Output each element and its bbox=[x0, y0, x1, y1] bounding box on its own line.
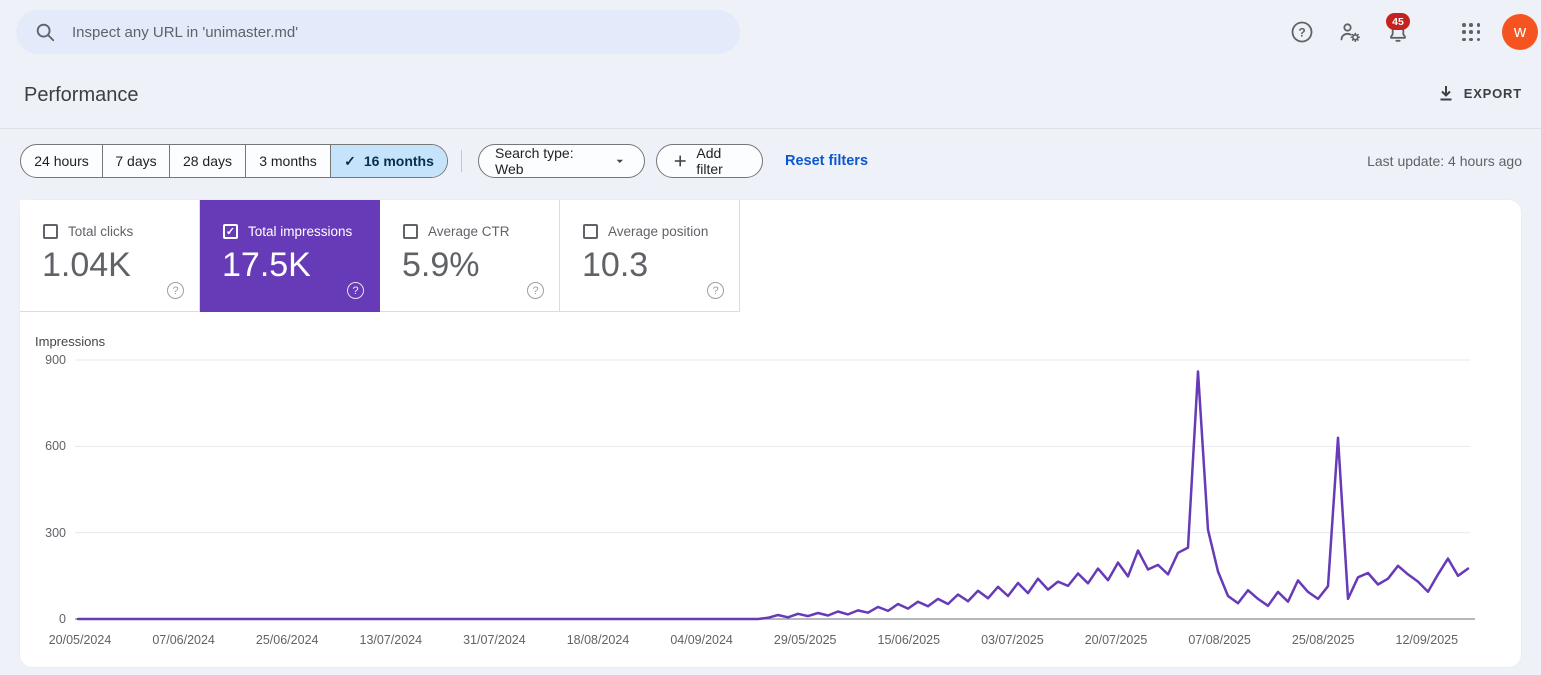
help-circle-icon[interactable]: ? bbox=[707, 282, 724, 299]
y-tick-label: 600 bbox=[45, 439, 66, 454]
metric-cards: Total clicks 1.04K ? ✓ Total impressions… bbox=[20, 200, 740, 312]
x-tick-label: 31/07/2024 bbox=[463, 633, 526, 647]
impressions-series-line[interactable] bbox=[76, 370, 1470, 621]
range-option-24-hours[interactable]: 24 hours bbox=[21, 145, 102, 177]
x-tick-label: 13/07/2024 bbox=[359, 633, 423, 647]
range-option-28-days[interactable]: 28 days bbox=[169, 145, 245, 177]
y-tick-label: 900 bbox=[45, 353, 66, 367]
chevron-down-icon bbox=[616, 159, 624, 163]
metric-value: 17.5K bbox=[222, 246, 311, 284]
average-position-checkbox[interactable] bbox=[583, 224, 598, 239]
range-option-3-months[interactable]: 3 months bbox=[245, 145, 330, 177]
metric-card-total-impressions[interactable]: ✓ Total impressions 17.5K ? bbox=[200, 200, 380, 312]
range-option-label: 24 hours bbox=[34, 153, 89, 169]
help-icon[interactable]: ? bbox=[1290, 20, 1314, 44]
range-option-label: 7 days bbox=[115, 153, 157, 169]
x-tick-label: 04/09/2024 bbox=[670, 633, 733, 647]
title-divider bbox=[0, 128, 1541, 129]
chart-axis-title: Impressions bbox=[35, 334, 106, 349]
metric-label: Average CTR bbox=[428, 224, 510, 239]
export-button[interactable]: EXPORT bbox=[1437, 84, 1522, 102]
range-option-label: 28 days bbox=[182, 153, 233, 169]
account-avatar[interactable]: w bbox=[1502, 14, 1538, 50]
x-tick-label: 12/09/2025 bbox=[1395, 633, 1459, 647]
metric-card-total-clicks[interactable]: Total clicks 1.04K ? bbox=[20, 200, 200, 312]
check-icon: ✓ bbox=[344, 152, 356, 169]
help-circle-icon[interactable]: ? bbox=[527, 282, 544, 299]
reset-filters-link[interactable]: Reset filters bbox=[785, 153, 869, 169]
metric-label: Average position bbox=[608, 224, 709, 239]
help-circle-icon[interactable]: ? bbox=[347, 282, 364, 299]
metric-card-average-ctr[interactable]: Average CTR 5.9% ? bbox=[380, 200, 560, 312]
url-inspect-searchbar[interactable] bbox=[16, 10, 740, 54]
range-option-label: 16 months bbox=[363, 153, 434, 169]
notification-badge: 45 bbox=[1386, 13, 1410, 30]
apps-grid-icon[interactable] bbox=[1462, 23, 1481, 42]
total-clicks-checkbox[interactable] bbox=[43, 224, 58, 239]
search-type-label: Search type: Web bbox=[495, 145, 574, 177]
x-tick-label: 25/06/2024 bbox=[255, 633, 319, 647]
x-tick-label: 03/07/2025 bbox=[981, 633, 1044, 647]
page-title: Performance bbox=[24, 84, 139, 106]
search-input[interactable] bbox=[72, 23, 672, 41]
metric-value: 10.3 bbox=[582, 246, 649, 284]
range-option-label: 3 months bbox=[259, 153, 317, 169]
total-impressions-checkbox[interactable]: ✓ bbox=[223, 224, 238, 239]
x-tick-label: 15/06/2025 bbox=[877, 633, 941, 647]
export-label: EXPORT bbox=[1463, 85, 1522, 101]
last-update-text: Last update: 4 hours ago bbox=[1367, 153, 1522, 169]
x-tick-label: 07/06/2024 bbox=[152, 633, 215, 647]
add-filter-label: Add filter bbox=[696, 145, 723, 177]
help-circle-icon[interactable]: ? bbox=[167, 282, 184, 299]
svg-text:?: ? bbox=[1298, 26, 1305, 40]
user-settings-icon[interactable] bbox=[1338, 20, 1362, 44]
x-axis-ticks: 20/05/2024 07/06/2024 25/06/2024 13/07/2024… bbox=[0, 633, 1541, 649]
y-tick-label: 0 bbox=[59, 612, 66, 626]
range-option-16-months[interactable]: ✓ 16 months bbox=[330, 145, 447, 177]
filter-divider bbox=[461, 150, 462, 172]
metric-label: Total impressions bbox=[248, 224, 353, 239]
x-tick-label: 25/08/2025 bbox=[1291, 633, 1355, 647]
y-tick-label: 300 bbox=[45, 525, 66, 540]
range-option-7-days[interactable]: 7 days bbox=[102, 145, 169, 177]
metric-card-average-position[interactable]: Average position 10.3 ? bbox=[560, 200, 740, 312]
add-filter-button[interactable]: Add filter bbox=[656, 144, 763, 178]
x-tick-label: 07/08/2025 bbox=[1188, 633, 1251, 647]
metric-value: 5.9% bbox=[402, 246, 480, 284]
x-tick-label: 20/05/2024 bbox=[48, 633, 112, 647]
search-icon bbox=[36, 23, 55, 42]
metric-label: Total clicks bbox=[68, 224, 134, 239]
average-ctr-checkbox[interactable] bbox=[403, 224, 418, 239]
search-type-dropdown[interactable]: Search type: Web bbox=[478, 144, 645, 178]
plus-icon bbox=[674, 155, 686, 167]
impressions-line-chart bbox=[75, 359, 1475, 621]
performance-panel: Total clicks 1.04K ? ✓ Total impressions… bbox=[20, 200, 1521, 667]
x-tick-label: 20/07/2025 bbox=[1084, 633, 1148, 647]
date-range-selector: 24 hours 7 days 28 days 3 months ✓ 16 months bbox=[20, 144, 448, 178]
x-tick-label: 29/05/2025 bbox=[773, 633, 837, 647]
metric-value: 1.04K bbox=[42, 246, 131, 284]
download-icon bbox=[1440, 86, 1452, 101]
x-tick-label: 18/08/2024 bbox=[566, 633, 630, 647]
